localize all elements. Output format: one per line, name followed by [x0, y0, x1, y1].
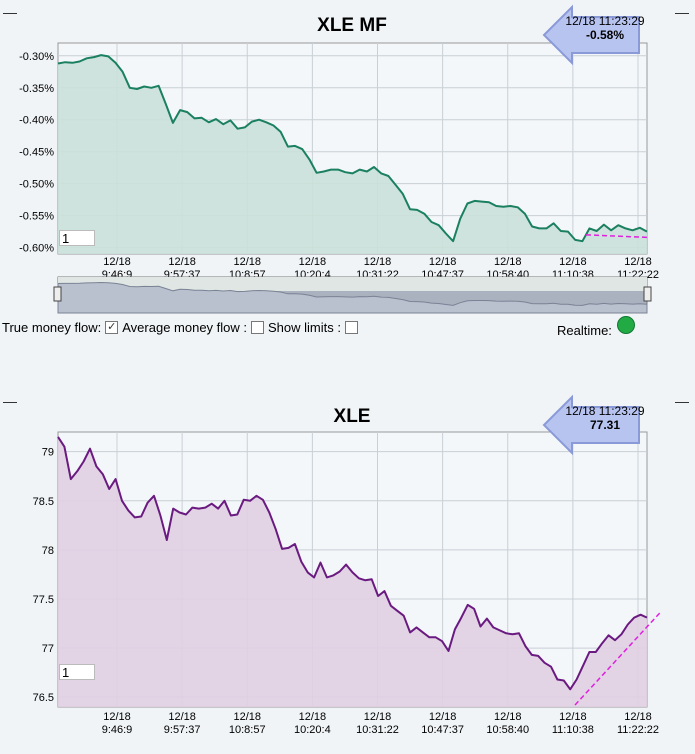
navigator-handle-right[interactable] — [643, 286, 652, 302]
true-money-flow-label: True money flow: — [2, 320, 102, 335]
x-tick-date: 12/18 — [624, 256, 652, 268]
x-tick-date: 12/18 — [299, 256, 327, 268]
navigator-handle-left[interactable] — [53, 286, 62, 302]
current-value-tag-mf — [542, 4, 640, 66]
x-tick-date: 12/18 — [624, 711, 652, 723]
corner-dash — [675, 402, 689, 403]
series-area — [58, 436, 647, 707]
corner-dash — [3, 402, 17, 403]
y-tick-label: -0.30% — [19, 51, 54, 63]
y-tick-label: 78 — [42, 545, 54, 557]
x-tick-date: 12/18 — [233, 711, 261, 723]
x-tick-time: 10:8:57 — [229, 724, 266, 736]
x-tick-time: 10:31:22 — [356, 724, 399, 736]
x-axis-labels: 12/189:46:912/189:57:3712/1810:8:5712/18… — [102, 711, 659, 736]
y-tick-label: 79 — [42, 447, 54, 459]
y-tick-label: -0.35% — [19, 83, 54, 95]
x-tick-time: 11:22:22 — [617, 724, 659, 736]
navigator[interactable] — [53, 276, 652, 314]
y-axis-labels: -0.30% -0.35% -0.40% -0.45% -0.50% -0.55% -0.6… — [19, 51, 54, 255]
series-line — [57, 436, 648, 691]
chart-title-price: XLE — [333, 406, 371, 427]
x-tick-date: 12/18 — [494, 256, 522, 268]
x-tick-date: 12/18 — [103, 711, 131, 723]
x-tick-date: 12/18 — [559, 256, 587, 268]
x-tick-date: 12/18 — [364, 256, 392, 268]
area-fill — [58, 55, 647, 254]
y-tick-label: -0.45% — [19, 147, 54, 159]
chart-title-mf: XLE MF — [317, 15, 387, 36]
trend-line — [574, 612, 661, 706]
x-tick-date: 12/18 — [429, 711, 457, 723]
y-tick-label: 77 — [42, 643, 54, 655]
tag-time: 12/18 11:23:29 — [565, 14, 645, 28]
x-tick-time: 9:57:37 — [164, 724, 201, 736]
corner-dash — [3, 13, 17, 14]
x-tick-date: 12/18 — [299, 711, 327, 723]
y-tick-label: 78.5 — [33, 496, 54, 508]
tag-value: 77.31 — [589, 418, 621, 432]
realtime-label: Realtime: — [557, 323, 612, 338]
area-fill — [58, 436, 647, 707]
x-tick-date: 12/18 — [168, 711, 196, 723]
y-tick-label: -0.60% — [19, 243, 54, 255]
y-tick-label: 76.5 — [33, 692, 54, 704]
zoom-input[interactable]: 1 — [59, 230, 95, 246]
tag-value: -0.58% — [585, 28, 625, 42]
average-money-flow-label: Average money flow : — [122, 320, 248, 335]
average-money-flow-checkbox[interactable] — [251, 321, 265, 334]
series-line — [57, 54, 648, 243]
x-tick-time: 11:10:38 — [552, 724, 594, 736]
x-tick-date: 12/18 — [364, 711, 392, 723]
y-tick-label: -0.55% — [19, 211, 54, 223]
x-tick-date: 12/18 — [429, 256, 457, 268]
corner-dash — [675, 13, 689, 14]
series-area — [58, 55, 647, 254]
realtime-indicator[interactable] — [617, 316, 635, 334]
money-flow-chart[interactable]: -0.30% -0.35% -0.40% -0.45% -0.50% -0.55% -0.6… — [0, 0, 695, 320]
trend-line — [585, 234, 648, 239]
current-value-tag-price — [542, 394, 640, 456]
x-tick-date: 12/18 — [103, 256, 131, 268]
x-tick-date: 12/18 — [233, 256, 261, 268]
x-tick-date: 12/18 — [559, 711, 587, 723]
y-tick-label: 77.5 — [33, 594, 54, 606]
show-limits-checkbox[interactable] — [344, 321, 358, 334]
x-tick-date: 12/18 — [494, 711, 522, 723]
y-tick-label: -0.50% — [19, 179, 54, 191]
true-money-flow-checkbox[interactable]: ✓ — [105, 321, 119, 334]
navigator-upper — [58, 277, 647, 291]
y-axis-labels: 79 78.5 78 77.5 77 76.5 — [33, 447, 54, 705]
x-tick-time: 9:46:9 — [102, 724, 133, 736]
x-tick-date: 12/18 — [168, 256, 196, 268]
x-tick-time: 10:20:4 — [294, 724, 331, 736]
x-tick-time: 10:58:40 — [486, 724, 529, 736]
current-value-tag-text-price: 12/18 11:23:29 77.31 — [550, 404, 660, 432]
tag-time: 12/18 11:23:29 — [565, 404, 645, 418]
controls-row: True money flow: ✓ Average money flow : … — [2, 320, 362, 335]
show-limits-label: Show limits : — [268, 320, 341, 335]
current-value-tag-text-mf: 12/18 11:23:29 -0.58% — [550, 14, 660, 42]
zoom-input[interactable]: 1 — [59, 664, 95, 680]
y-tick-label: -0.40% — [19, 115, 54, 127]
navigator-series — [57, 281, 648, 314]
x-tick-time: 10:47:37 — [421, 724, 464, 736]
